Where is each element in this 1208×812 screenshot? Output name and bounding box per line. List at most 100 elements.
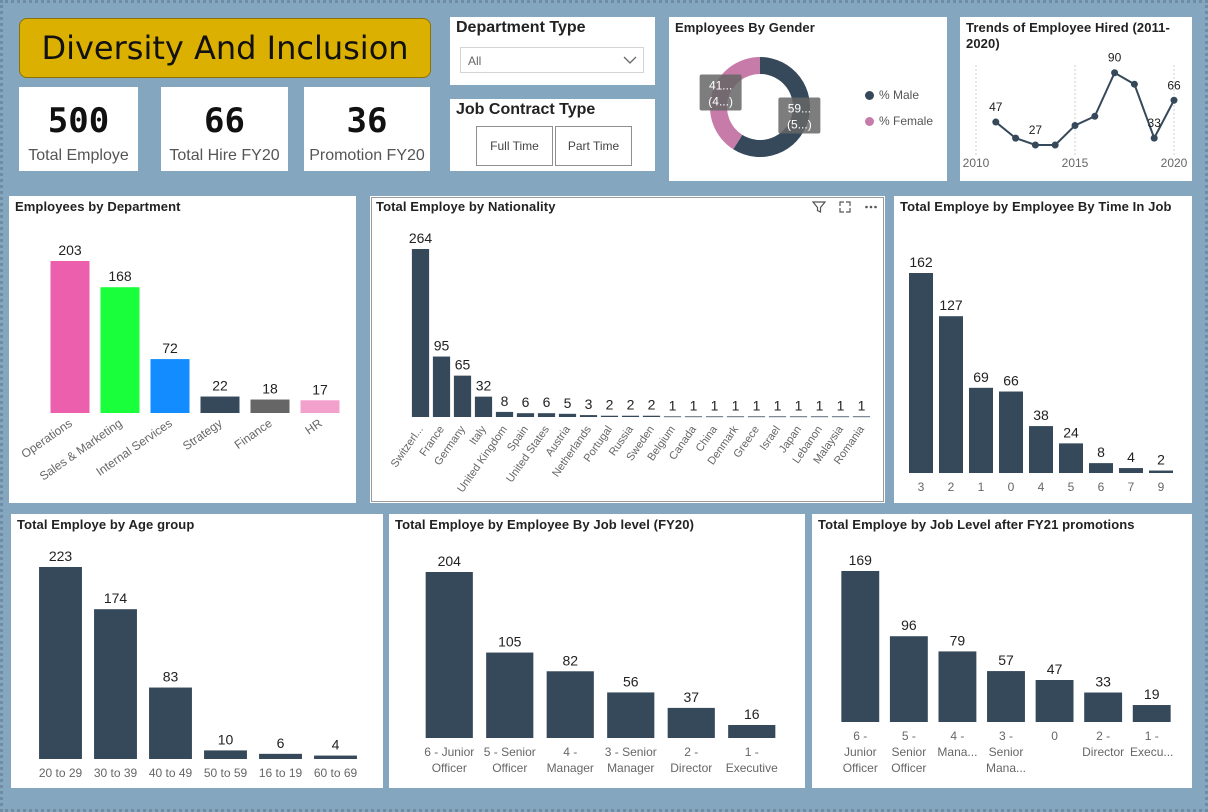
bar[interactable] bbox=[1089, 463, 1113, 473]
bar[interactable] bbox=[1149, 470, 1173, 473]
bar[interactable] bbox=[200, 396, 240, 413]
legend-male[interactable]: % Male bbox=[865, 88, 919, 102]
data-point[interactable] bbox=[1170, 96, 1178, 104]
joblevel-bar-chart[interactable]: 204 6 - Junior Officer 105 5 - Senior Officer… bbox=[389, 514, 805, 788]
bar[interactable] bbox=[1059, 443, 1083, 473]
bar[interactable] bbox=[705, 416, 724, 418]
data-point[interactable] bbox=[1071, 121, 1079, 129]
joblevel21-bar-chart[interactable]: 169 6 - Junior Officer 96 5 - Senior Officer 79 4… bbox=[812, 514, 1192, 788]
bar[interactable] bbox=[987, 671, 1025, 722]
bar[interactable] bbox=[789, 416, 808, 418]
bar[interactable] bbox=[204, 750, 247, 759]
part-time-button[interactable]: Part Time bbox=[555, 126, 632, 166]
gender-chart-title: Employees By Gender bbox=[675, 20, 815, 35]
bar[interactable] bbox=[486, 652, 534, 738]
bar[interactable] bbox=[453, 375, 472, 417]
bar[interactable] bbox=[149, 687, 192, 759]
bar[interactable] bbox=[831, 416, 850, 418]
kpi-promotion[interactable]: 36 Promotion FY20 bbox=[304, 87, 430, 171]
bar[interactable] bbox=[667, 707, 715, 738]
category-label: 50 to 59 bbox=[204, 766, 248, 780]
data-point[interactable] bbox=[1031, 141, 1039, 149]
bar[interactable] bbox=[558, 413, 577, 417]
bar[interactable] bbox=[642, 415, 661, 417]
data-point[interactable] bbox=[1111, 69, 1119, 77]
bar[interactable] bbox=[259, 753, 302, 759]
focus-mode-icon[interactable] bbox=[837, 200, 853, 216]
bar[interactable] bbox=[537, 413, 556, 417]
bar[interactable] bbox=[939, 316, 963, 473]
filter-icon[interactable] bbox=[811, 200, 827, 216]
bar[interactable] bbox=[909, 273, 933, 473]
bar[interactable] bbox=[726, 416, 745, 418]
kpi-total-employees[interactable]: 500 Total Employe bbox=[19, 87, 138, 171]
bar[interactable] bbox=[969, 387, 993, 473]
bar[interactable] bbox=[300, 400, 340, 413]
bar[interactable] bbox=[600, 415, 619, 417]
timeinjob-bar-chart[interactable]: 162 3 127 2 69 1 66 0 38 4 24 5 8 6 4 7 2 9 bbox=[894, 196, 1192, 503]
data-point[interactable] bbox=[1051, 141, 1059, 149]
bar[interactable] bbox=[852, 416, 871, 418]
bar[interactable] bbox=[425, 572, 473, 738]
bar[interactable] bbox=[100, 287, 140, 413]
joblevel-chart-tile[interactable]: Total Employe by Employee By Job level (… bbox=[389, 514, 805, 788]
bar[interactable] bbox=[768, 416, 787, 418]
bar[interactable] bbox=[810, 416, 829, 418]
bar[interactable] bbox=[39, 567, 82, 759]
data-point[interactable] bbox=[1150, 134, 1158, 142]
department-slicer[interactable]: Department Type All bbox=[450, 17, 655, 85]
bar[interactable] bbox=[411, 249, 430, 417]
bar[interactable] bbox=[150, 359, 190, 413]
bar[interactable] bbox=[1035, 680, 1074, 722]
bar[interactable] bbox=[889, 636, 928, 722]
more-options-icon[interactable] bbox=[863, 200, 879, 216]
bar[interactable] bbox=[1132, 705, 1171, 722]
category-label: HR bbox=[302, 416, 325, 438]
hired-line-chart[interactable]: 2010 2015 2020 47 27 90 33 66 bbox=[960, 17, 1192, 181]
data-point[interactable] bbox=[1130, 80, 1138, 88]
full-time-button[interactable]: Full Time bbox=[476, 126, 553, 166]
bar[interactable] bbox=[474, 396, 493, 417]
bar[interactable] bbox=[607, 692, 655, 738]
bar[interactable] bbox=[747, 416, 766, 418]
contract-slicer[interactable]: Job Contract Type Full Time Part Time bbox=[450, 99, 655, 171]
gender-chart-tile[interactable]: Employees By Gender 59... (5...) 41... (4..… bbox=[669, 17, 947, 181]
age-chart-tile[interactable]: Total Employe by Age group 223 20 to 29 17… bbox=[11, 514, 383, 788]
timeinjob-chart-tile[interactable]: Total Employe by Employee By Time In Job… bbox=[894, 196, 1192, 503]
kpi-total-hire[interactable]: 66 Total Hire FY20 bbox=[161, 87, 288, 171]
bar[interactable] bbox=[250, 399, 290, 413]
data-point[interactable] bbox=[1012, 134, 1020, 142]
bar[interactable] bbox=[579, 415, 598, 417]
bar[interactable] bbox=[728, 724, 776, 738]
data-point[interactable] bbox=[992, 118, 1000, 126]
joblevel21-chart-tile[interactable]: Total Employe by Job Level after FY21 pr… bbox=[812, 514, 1192, 788]
gender-donut-chart[interactable]: 59... (5...) 41... (4...) bbox=[669, 17, 947, 181]
data-point[interactable] bbox=[1091, 112, 1099, 120]
bar[interactable] bbox=[516, 413, 535, 417]
department-chart-tile[interactable]: Employees by Department 203 Operations 168… bbox=[9, 196, 356, 503]
bar[interactable] bbox=[938, 651, 977, 722]
bar[interactable] bbox=[1119, 468, 1143, 473]
data-label: 16 bbox=[744, 706, 760, 722]
legend-female[interactable]: % Female bbox=[865, 114, 933, 128]
bar[interactable] bbox=[432, 356, 451, 417]
bar[interactable] bbox=[94, 609, 137, 759]
bar[interactable] bbox=[621, 415, 640, 417]
age-bar-chart[interactable]: 223 20 to 29 174 30 to 39 83 40 to 49 10 50 to … bbox=[11, 514, 383, 788]
bar[interactable] bbox=[1029, 426, 1053, 473]
hired-trend-tile[interactable]: Trends of Employee Hired (2011-2020) 201… bbox=[960, 17, 1192, 181]
bar[interactable] bbox=[50, 261, 90, 413]
bar[interactable] bbox=[1084, 692, 1123, 722]
series-line[interactable] bbox=[995, 71, 1175, 146]
bar[interactable] bbox=[495, 411, 514, 417]
bar[interactable] bbox=[546, 671, 594, 738]
bar[interactable] bbox=[999, 391, 1023, 473]
bar[interactable] bbox=[841, 571, 880, 722]
nationality-bar-chart[interactable]: 264Switzerl...95France65Germany32Italy8U… bbox=[370, 196, 885, 503]
nationality-chart-tile[interactable]: Total Employe by Nationality 264 Switzerl… bbox=[370, 196, 885, 503]
bar[interactable] bbox=[314, 755, 357, 759]
bar[interactable] bbox=[684, 416, 703, 418]
bar[interactable] bbox=[663, 416, 682, 418]
department-dropdown[interactable]: All bbox=[460, 47, 644, 73]
